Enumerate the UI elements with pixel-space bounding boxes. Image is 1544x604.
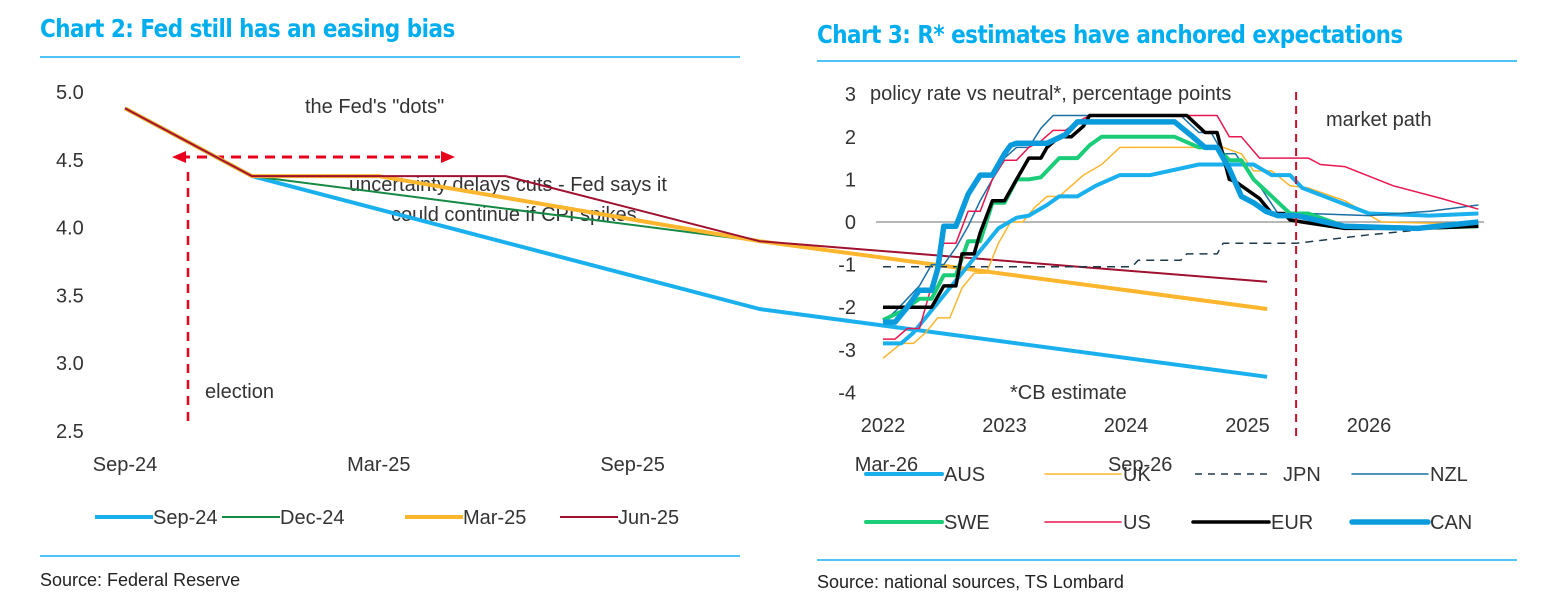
chart3-subtitle: policy rate vs neutral*, percentage poin…: [870, 83, 1231, 105]
chart2-legend-label: Sep-24: [153, 507, 218, 529]
chart3-y-tick-label: 2: [845, 127, 856, 149]
chart3-source: Source: national sources, TS Lombard: [817, 572, 1124, 592]
chart3-legend-label: CAN: [1430, 512, 1472, 534]
chart3-legend-item: US: [1044, 512, 1151, 534]
chart2-x-tick-label: Mar-25: [347, 454, 410, 476]
chart3-plot-area: [882, 113, 1479, 359]
chart3-legend-item: NZL: [1351, 464, 1468, 486]
chart3-legend-item: UK: [1044, 464, 1151, 486]
chart3-legend-label: US: [1123, 512, 1151, 534]
chart3-legend-label: SWE: [944, 512, 990, 534]
chart2-legend-item: Mar-25: [405, 507, 526, 529]
chart3-x-tick-label: 2022: [861, 415, 906, 437]
chart2-x-tick-label: Sep-25: [600, 454, 665, 476]
uncertainty-label-line1: uncertainty delays cuts - Fed says it: [349, 174, 667, 196]
market-path-label: market path: [1326, 109, 1432, 131]
chart3-y-tick-label: 1: [845, 169, 856, 191]
chart2-x-tick-label: Sep-24: [93, 454, 158, 476]
chart3-legend-label: EUR: [1271, 512, 1313, 534]
chart2-legend-item: Sep-24: [95, 507, 218, 529]
chart2-source: Source: Federal Reserve: [40, 570, 241, 590]
chart2-y-axis: 5.0 4.5 4.0 3.5 3.0 2.5: [56, 82, 84, 443]
chart3-legend-item: CAN: [1349, 512, 1472, 534]
chart3-x-tick-label: 2025: [1225, 415, 1270, 437]
chart3-legend-item: EUR: [1191, 512, 1313, 534]
chart2-title: Chart 2: Fed still has an easing bias: [40, 14, 455, 43]
chart2-y-tick-label: 4.5: [56, 150, 84, 172]
chart3-y-tick-label: -1: [838, 255, 856, 277]
chart3-title: Chart 3: R* estimates have anchored expe…: [817, 20, 1403, 49]
dots-label: the Fed's "dots": [305, 96, 444, 118]
chart2-y-tick-label: 2.5: [56, 421, 84, 443]
chart3-series-nzl: [882, 114, 1479, 323]
cb-estimate-footnote: *CB estimate: [1010, 382, 1127, 404]
chart2-top-rule: [40, 56, 740, 58]
chart3-legend-item: JPN: [1195, 464, 1321, 486]
chart3-x-tick-label: 2026: [1347, 415, 1392, 437]
chart3-series-aus: [883, 162, 1479, 346]
chart2-y-tick-label: 4.0: [56, 218, 84, 240]
chart3-y-tick-label: -2: [838, 297, 856, 319]
chart2-legend-label: Dec-24: [280, 507, 344, 529]
chart2-x-tick-label: Sep-26: [1108, 454, 1173, 476]
chart3-y-axis: 3 2 1 0 -1 -2 -3 -4: [838, 84, 856, 404]
chart3-legend-label: UK: [1123, 464, 1151, 486]
chart3-series-can: [883, 119, 1479, 325]
chart2-y-tick-label: 3.0: [56, 353, 84, 375]
chart3-y-tick-label: 3: [845, 84, 856, 106]
chart2-bottom-rule: [40, 555, 740, 557]
chart2-annotations: the Fed's "dots" uncertainty delays cuts…: [172, 96, 667, 424]
chart3-bottom-rule: [817, 559, 1517, 561]
chart3-series-jpn: [883, 223, 1479, 268]
chart2-legend-item: Jun-25: [560, 507, 679, 529]
chart3-legend-item: SWE: [864, 512, 990, 534]
chart2-plot-area: [124, 106, 1268, 379]
chart3-y-tick-label: -3: [838, 340, 856, 362]
chart3-legend-label: AUS: [944, 464, 985, 486]
chart2-legend-item: Dec-24: [222, 507, 344, 529]
chart3-x-tick-label: 2024: [1104, 415, 1149, 437]
chart3-legend-label: JPN: [1283, 464, 1321, 486]
chart2-y-tick-label: 5.0: [56, 82, 84, 104]
chart3-legend-label: NZL: [1430, 464, 1468, 486]
election-label: election: [205, 381, 274, 403]
chart3-legend-item: AUS: [864, 464, 985, 486]
chart3-top-rule: [817, 60, 1517, 62]
chart2-series-mar-25: [124, 106, 1268, 311]
chart3-legend: AUS UK JPN NZL SWE US EUR CAN: [864, 464, 1472, 534]
chart2-series-dec-24: [124, 107, 1268, 310]
chart2-legend: Sep-24 Dec-24 Mar-25 Jun-25: [95, 507, 679, 529]
chart2-x-axis: Sep-24 Mar-25 Sep-25 Mar-26 Sep-26: [93, 454, 1173, 476]
chart3-x-tick-label: 2023: [982, 415, 1027, 437]
chart2-x-tick-label: Mar-26: [855, 454, 918, 476]
chart2-y-tick-label: 3.5: [56, 285, 84, 307]
dots-arrow-left-head: [172, 151, 186, 163]
chart2-legend-label: Jun-25: [618, 507, 679, 529]
chart2-series-sep-24: [124, 106, 1268, 379]
chart3-y-tick-label: 0: [845, 212, 856, 234]
dots-arrow-right-head: [441, 151, 455, 163]
chart3-y-tick-label: -4: [838, 382, 856, 404]
chart2-series-jun-25: [124, 107, 1268, 283]
chart2-legend-label: Mar-25: [463, 507, 526, 529]
chart3-x-axis: 2022 2023 2024 2025 2026: [861, 415, 1392, 437]
chart3-series-swe: [882, 134, 1479, 322]
